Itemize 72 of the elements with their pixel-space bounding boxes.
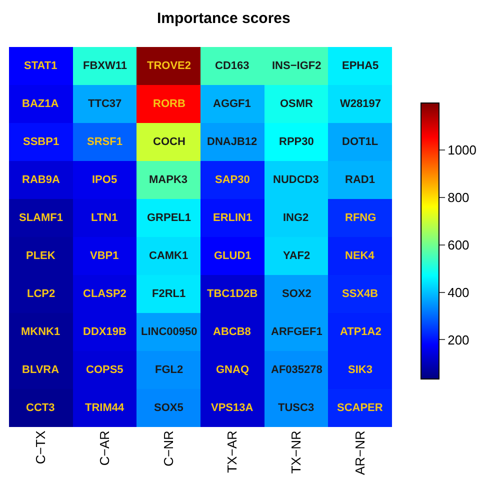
data-label: COCH — [153, 136, 186, 148]
data-label: CCT3 — [26, 402, 55, 414]
data-label: IPO5 — [92, 174, 118, 186]
data-label: SLAMF1 — [19, 212, 63, 224]
data-label: FGL2 — [155, 364, 184, 376]
data-label: EPHA5 — [342, 60, 379, 72]
data-label: GRPEL1 — [147, 212, 192, 224]
data-label: NEK4 — [345, 250, 376, 262]
x-tick-label: C−TX — [33, 430, 48, 464]
data-label: GNAQ — [216, 364, 250, 376]
data-label: SRSF1 — [87, 136, 122, 148]
data-label: STAT1 — [24, 60, 58, 72]
data-label: BAZ1A — [22, 98, 59, 110]
data-label: DDX19B — [83, 326, 126, 338]
x-tick-label: C−AR — [96, 430, 112, 466]
data-label: CD163 — [215, 60, 250, 72]
data-label: TBC1D2B — [207, 288, 258, 300]
color-bar-label: 800 — [448, 190, 470, 206]
data-label: ARFGEF1 — [271, 326, 322, 338]
data-label: TTC37 — [88, 98, 122, 110]
data-label: COPS5 — [86, 364, 124, 376]
chart-title: Importance scores — [156, 10, 290, 27]
data-label: SOX5 — [154, 402, 184, 414]
data-label: LCP2 — [27, 288, 56, 300]
data-label: SOX2 — [282, 288, 312, 300]
data-label: DOT1L — [342, 136, 378, 148]
data-label: YAF2 — [283, 250, 310, 262]
data-label: ING2 — [283, 212, 309, 224]
data-label: OSMR — [280, 98, 314, 110]
data-label: CLASP2 — [83, 288, 126, 300]
data-label: INS−IGF2 — [272, 60, 322, 72]
data-label: SSX4B — [342, 288, 378, 300]
data-label: GLUD1 — [214, 250, 252, 262]
data-label: F2RL1 — [152, 288, 186, 300]
data-label: RORB — [153, 98, 186, 110]
color-bar-label: 600 — [448, 238, 470, 252]
data-label: RAD1 — [345, 174, 375, 186]
data-label: ATP1A2 — [340, 326, 382, 338]
x-tick-label: TX−NR — [288, 430, 304, 474]
color-bar-label: 1000 — [448, 142, 477, 158]
data-label: MAPK3 — [149, 174, 188, 186]
data-label: VPS13A — [211, 402, 254, 414]
data-label: ERLIN1 — [213, 212, 252, 224]
x-tick-label: TX−AR — [224, 430, 240, 473]
data-label: W28197 — [340, 98, 381, 110]
data-label: TUSC3 — [278, 402, 314, 414]
data-label: TROVE2 — [147, 60, 192, 72]
data-label: RAB9A — [22, 174, 60, 186]
data-label: TRIM44 — [85, 402, 125, 414]
data-label: SAP30 — [215, 174, 250, 186]
data-label: AGGF1 — [213, 98, 251, 110]
data-label: NUDCD3 — [273, 174, 319, 186]
data-label: FBXW11 — [83, 60, 128, 72]
data-label: CAMK1 — [149, 250, 188, 262]
color-bar-label: 400 — [448, 284, 470, 300]
data-label: DNAJB12 — [207, 136, 258, 148]
data-label: BLVRA — [22, 364, 60, 376]
data-label: PLEK — [26, 250, 56, 262]
data-label: AF035278 — [271, 364, 322, 376]
color-bar-label: 200 — [448, 332, 470, 348]
data-label: LINC00950 — [141, 326, 198, 338]
data-label: SSBP1 — [23, 136, 60, 148]
data-label: RPP30 — [279, 136, 314, 148]
data-label: SCAPER — [337, 402, 383, 414]
data-label: SIK3 — [348, 364, 372, 376]
data-label: ABCB8 — [213, 326, 251, 338]
data-label: LTN1 — [91, 212, 118, 224]
x-tick-label: AR−NR — [352, 430, 368, 476]
data-label: VBP1 — [90, 250, 119, 262]
data-label: MKNK1 — [21, 326, 60, 338]
data-label: RFNG — [345, 212, 376, 224]
x-tick-label: C−NR — [160, 430, 176, 466]
